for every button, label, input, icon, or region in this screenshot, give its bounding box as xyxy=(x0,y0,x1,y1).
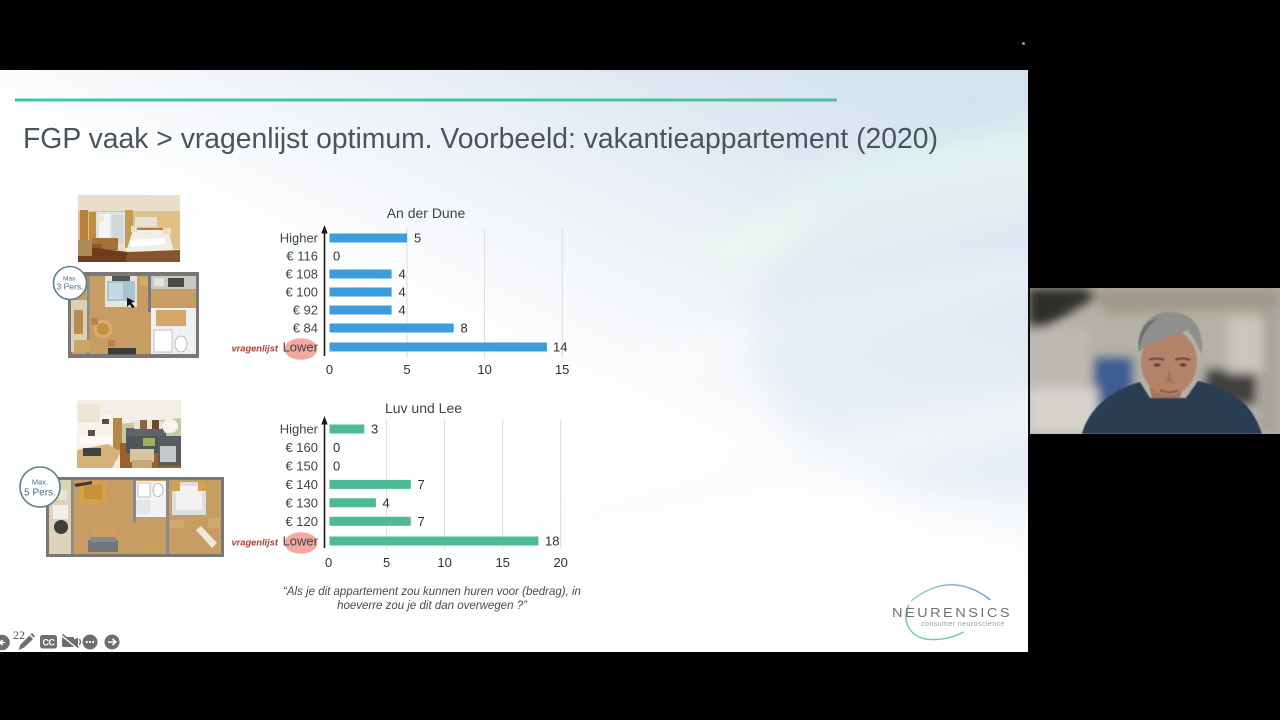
svg-text:Lower: Lower xyxy=(283,534,319,549)
svg-text:3: 3 xyxy=(371,422,378,437)
svg-text:10: 10 xyxy=(477,362,491,377)
svg-text:0: 0 xyxy=(326,362,333,377)
svg-text:5: 5 xyxy=(414,231,421,246)
svg-text:vragenlijst: vragenlijst xyxy=(231,344,278,354)
svg-text:€ 120: € 120 xyxy=(285,514,318,529)
svg-text:8: 8 xyxy=(461,321,468,336)
svg-text:0: 0 xyxy=(333,458,340,473)
svg-text:CC: CC xyxy=(43,638,56,648)
svg-text:Lower: Lower xyxy=(283,340,319,355)
svg-text:22: 22 xyxy=(13,628,25,642)
svg-text:4: 4 xyxy=(399,285,406,300)
svg-text:7: 7 xyxy=(418,514,425,529)
svg-text:10: 10 xyxy=(437,555,451,570)
svg-text:consumer neuroscience: consumer neuroscience xyxy=(921,621,1005,628)
svg-text:€ 160: € 160 xyxy=(285,440,318,455)
svg-text:4: 4 xyxy=(399,267,406,282)
svg-text:hoeverre zou je dit dan overwe: hoeverre zou je dit dan overwegen ?” xyxy=(337,600,528,612)
svg-text:€ 140: € 140 xyxy=(285,477,318,492)
svg-text:7: 7 xyxy=(418,477,425,492)
svg-text:20: 20 xyxy=(553,555,567,570)
svg-text:5: 5 xyxy=(383,555,390,570)
svg-text:FGP vaak > vragenlijst optimum: FGP vaak > vragenlijst optimum. Voorbeel… xyxy=(23,123,938,155)
svg-text:Max.: Max. xyxy=(32,478,48,487)
svg-text:3 Pers.: 3 Pers. xyxy=(57,282,84,292)
svg-text:€ 100: € 100 xyxy=(285,285,318,300)
svg-text:15: 15 xyxy=(555,362,569,377)
svg-text:€ 130: € 130 xyxy=(285,495,318,510)
svg-text:14: 14 xyxy=(553,340,567,355)
svg-text:Higher: Higher xyxy=(280,422,319,437)
svg-text:€ 92: € 92 xyxy=(293,303,318,318)
svg-text:5: 5 xyxy=(403,362,410,377)
svg-text:0: 0 xyxy=(333,249,340,264)
svg-text:4: 4 xyxy=(383,495,390,510)
svg-text:€ 84: € 84 xyxy=(293,321,318,336)
svg-text:“Als je dit appartement zou ku: “Als je dit appartement zou kunnen huren… xyxy=(283,586,581,598)
svg-text:Max.: Max. xyxy=(63,276,77,283)
svg-text:vragenlijst: vragenlijst xyxy=(231,538,278,548)
svg-text:0: 0 xyxy=(325,555,332,570)
svg-text:€ 116: € 116 xyxy=(286,249,318,264)
svg-text:18: 18 xyxy=(545,534,559,549)
svg-text:NEURENSICS: NEURENSICS xyxy=(892,605,1012,620)
svg-text:Higher: Higher xyxy=(280,231,319,246)
svg-text:€ 108: € 108 xyxy=(285,267,318,282)
svg-text:€ 150: € 150 xyxy=(285,458,318,473)
svg-text:0: 0 xyxy=(333,440,340,455)
svg-text:5 Pers.: 5 Pers. xyxy=(24,488,56,499)
svg-text:15: 15 xyxy=(495,555,509,570)
svg-text:4: 4 xyxy=(399,303,406,318)
svg-text:Luv und Lee: Luv und Lee xyxy=(385,400,462,416)
svg-text:An der Dune: An der Dune xyxy=(387,205,466,221)
